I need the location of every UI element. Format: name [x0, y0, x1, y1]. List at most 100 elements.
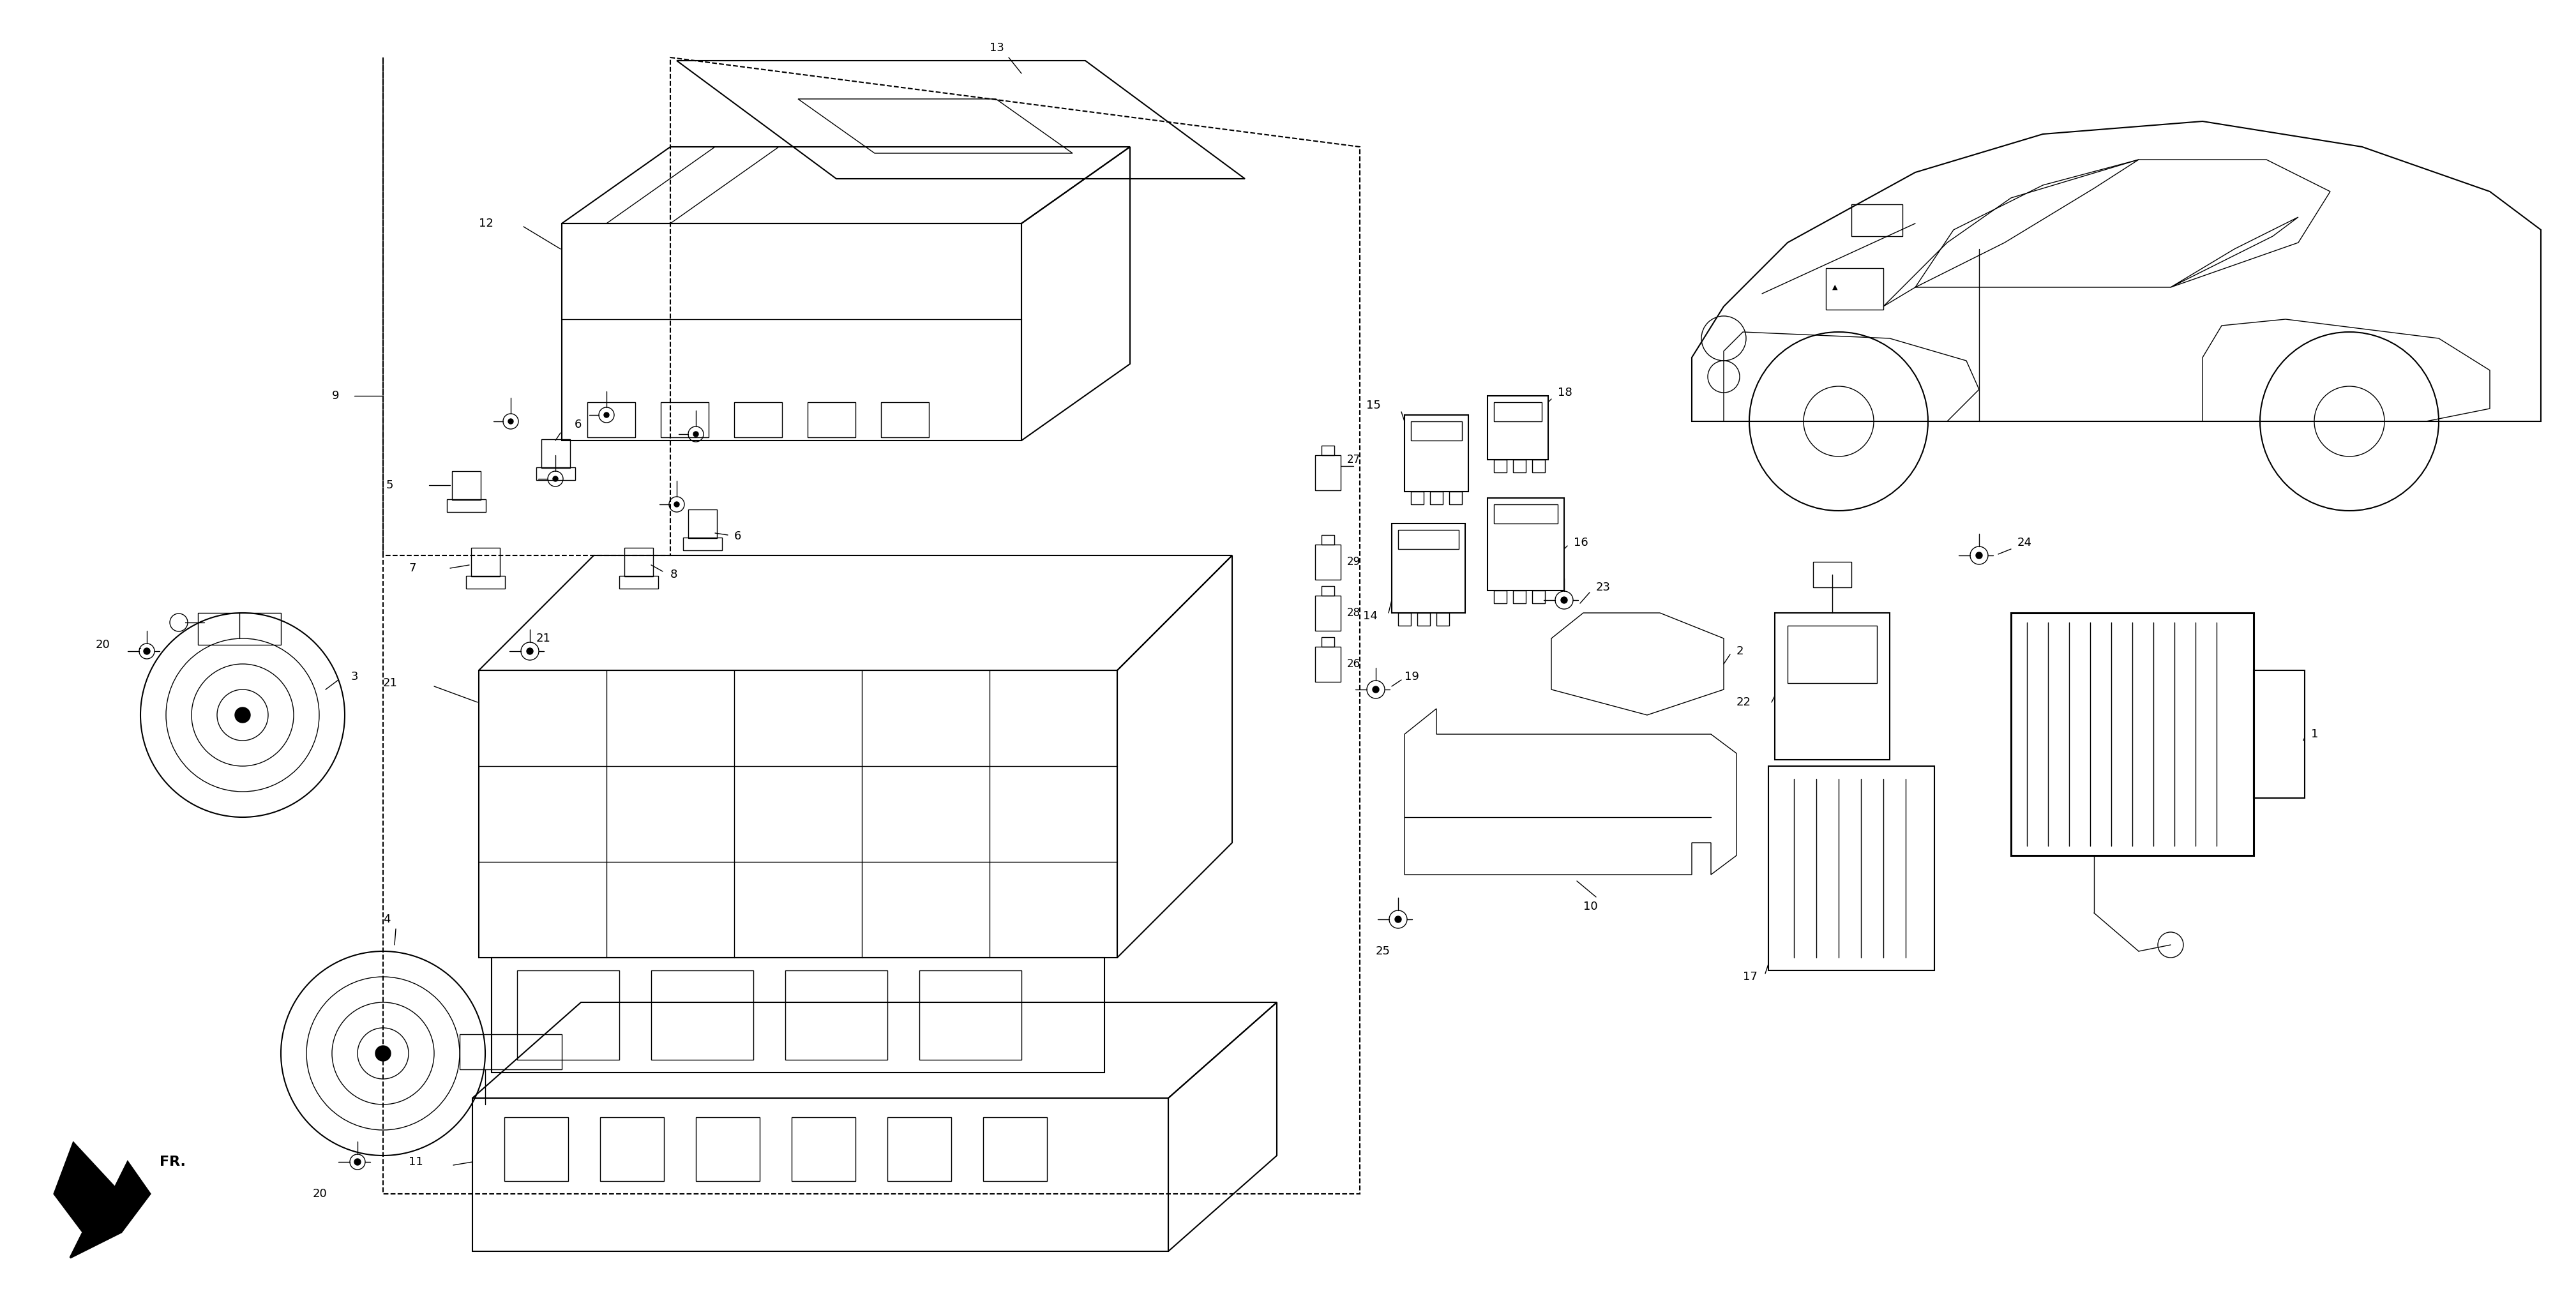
Text: 17: 17 [1744, 971, 1757, 982]
Bar [734, 402, 783, 437]
Bar [1486, 395, 1548, 460]
Bar [809, 402, 855, 437]
Bar [1437, 613, 1450, 626]
Bar [492, 958, 1105, 1073]
Circle shape [376, 1046, 392, 1061]
Circle shape [554, 476, 559, 481]
Bar [479, 670, 1118, 958]
Text: 23: 23 [1597, 582, 1610, 594]
Bar [618, 575, 659, 588]
Circle shape [355, 1159, 361, 1165]
Circle shape [693, 432, 698, 437]
Bar [696, 1117, 760, 1181]
Bar [1399, 530, 1458, 550]
Bar [1430, 491, 1443, 504]
Bar [1767, 766, 1935, 971]
Bar [1316, 596, 1340, 631]
Bar [459, 1034, 562, 1069]
Text: 28: 28 [1347, 607, 1360, 618]
Text: 3: 3 [350, 671, 358, 683]
Bar [683, 538, 721, 551]
Bar [1494, 591, 1507, 604]
Bar [1486, 498, 1564, 591]
Text: 13: 13 [989, 43, 1005, 53]
Bar [1450, 491, 1463, 504]
Bar [920, 971, 1023, 1060]
Bar [451, 472, 482, 500]
Bar [1412, 421, 1463, 441]
Text: 20: 20 [312, 1188, 327, 1200]
Text: 27: 27 [1347, 454, 1360, 465]
Bar [587, 402, 636, 437]
Bar [1321, 535, 1334, 544]
Text: FR.: FR. [160, 1156, 185, 1168]
Circle shape [1561, 597, 1566, 604]
Bar [471, 1098, 1170, 1252]
Bar [1321, 446, 1334, 455]
Circle shape [1396, 916, 1401, 923]
Circle shape [603, 412, 608, 417]
Bar [600, 1117, 665, 1181]
Bar [1512, 591, 1525, 604]
Bar [1533, 460, 1546, 473]
Bar [1391, 524, 1466, 613]
Bar [1852, 205, 1904, 236]
Circle shape [507, 419, 513, 424]
Circle shape [675, 502, 680, 507]
Bar [1826, 268, 1883, 310]
Bar [198, 613, 281, 645]
Bar [623, 548, 654, 577]
Text: 29: 29 [1347, 556, 1360, 568]
Text: 15: 15 [1365, 399, 1381, 411]
Circle shape [144, 648, 149, 654]
Bar [536, 468, 574, 480]
Bar [1494, 402, 1543, 421]
Bar [1814, 561, 1852, 587]
Bar [541, 439, 569, 468]
Text: 1: 1 [2311, 728, 2318, 740]
Text: 22: 22 [1736, 696, 1752, 708]
Text: 8: 8 [670, 569, 677, 581]
Bar [505, 1117, 569, 1181]
Bar [518, 971, 618, 1060]
Text: 25: 25 [1376, 946, 1391, 956]
Bar [886, 1117, 951, 1181]
Circle shape [526, 648, 533, 654]
Text: 18: 18 [1558, 388, 1571, 398]
Text: ▲: ▲ [1832, 284, 1837, 290]
Text: 21: 21 [384, 678, 397, 689]
Bar [688, 509, 716, 538]
Text: 10: 10 [1584, 901, 1597, 912]
Bar [1316, 647, 1340, 682]
Text: 21: 21 [536, 632, 551, 644]
Text: 14: 14 [1363, 610, 1378, 622]
Bar [446, 499, 487, 512]
Bar [1788, 626, 1878, 683]
Circle shape [1976, 552, 1984, 559]
Polygon shape [54, 1143, 149, 1257]
Text: 4: 4 [384, 914, 392, 925]
Circle shape [1373, 687, 1378, 692]
Text: 19: 19 [1404, 671, 1419, 683]
Text: 20: 20 [95, 639, 111, 651]
Bar [1316, 544, 1340, 579]
Text: 26: 26 [1347, 658, 1360, 670]
Circle shape [234, 708, 250, 723]
Bar [2254, 670, 2306, 798]
Bar [881, 402, 930, 437]
Bar [1512, 460, 1525, 473]
Text: 16: 16 [1574, 537, 1589, 548]
Text: 9: 9 [332, 390, 340, 402]
Bar [1316, 455, 1340, 490]
Bar [2012, 613, 2254, 855]
Bar [1417, 613, 1430, 626]
Bar [984, 1117, 1046, 1181]
Text: 6: 6 [734, 530, 742, 542]
Bar [1321, 586, 1334, 596]
Bar [466, 575, 505, 588]
Bar [791, 1117, 855, 1181]
Bar [662, 402, 708, 437]
Bar [1321, 638, 1334, 647]
Text: 5: 5 [386, 480, 394, 491]
Bar [1494, 460, 1507, 473]
